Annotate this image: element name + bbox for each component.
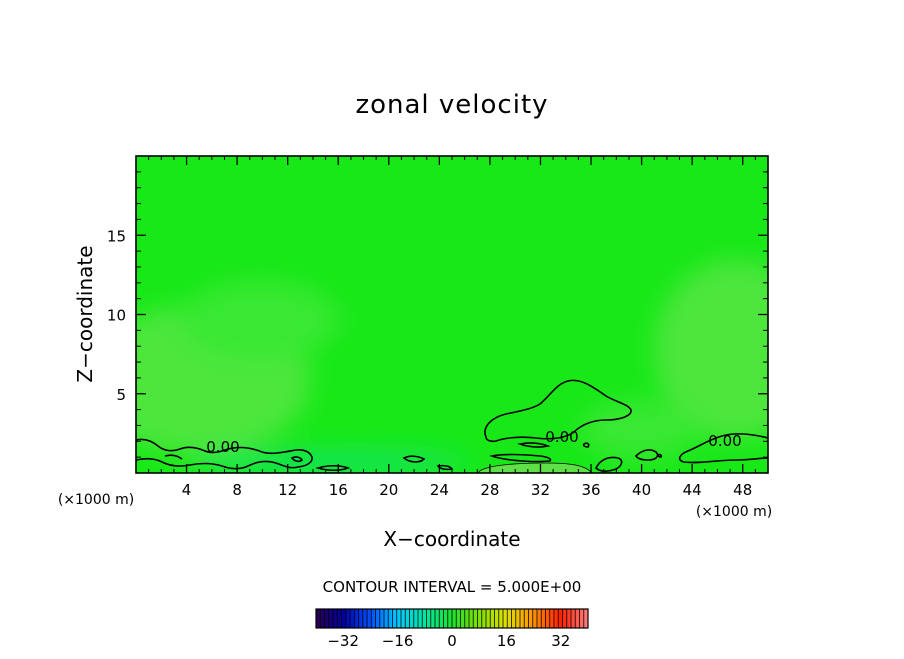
chart-title: zonal velocity xyxy=(355,90,548,120)
x-axis-unit-right: (×1000 m) xyxy=(696,504,772,520)
contour-line-right-a xyxy=(595,456,623,472)
colorbar-tick-label: 0 xyxy=(447,632,457,650)
contour-line-left xyxy=(136,438,313,470)
colorbar: −32 −16 0 16 32 xyxy=(315,608,589,650)
colorbar-tick-label: 32 xyxy=(551,632,570,650)
contour-label: 0.00 xyxy=(206,438,239,456)
contour-line-center-2 xyxy=(489,453,552,463)
contour-line-center-4 xyxy=(582,442,590,448)
x-tick-label: 32 xyxy=(531,481,550,499)
contour-line-right xyxy=(678,433,768,464)
field-shading xyxy=(136,260,768,473)
field-patch-right xyxy=(655,260,768,440)
x-tick-label: 8 xyxy=(232,481,242,499)
contour-line-right-c xyxy=(657,453,663,458)
x-tick-label: 16 xyxy=(329,481,348,499)
contour-labels: 0.00 0.00 0.00 xyxy=(206,428,741,456)
colorbar-tick-label: −16 xyxy=(382,632,414,650)
y-tick-label: 5 xyxy=(116,386,126,404)
y-tick-label: 10 xyxy=(107,307,126,325)
x-tick-label: 28 xyxy=(480,481,499,499)
field-patch-left-upper xyxy=(180,280,340,360)
colorbar-ticks: −32 −16 0 16 32 xyxy=(327,632,570,650)
x-axis-unit-left: (×1000 m) xyxy=(58,492,134,508)
contour-line-left-4 xyxy=(315,464,351,472)
x-tick-label: 40 xyxy=(632,481,651,499)
y-tick-label: 15 xyxy=(107,227,126,245)
field-patch-middle-right xyxy=(580,400,700,460)
zero-contours xyxy=(136,379,768,472)
field-patch-bottom xyxy=(190,450,470,473)
colorbar-frame xyxy=(315,608,589,629)
contour-line-left-3 xyxy=(290,456,304,463)
colorbar-tick-label: 16 xyxy=(497,632,516,650)
x-axis-label: X−coordinate xyxy=(383,527,520,551)
x-tick-label: 36 xyxy=(581,481,600,499)
x-axis-ticks: 4 8 12 16 20 24 28 32 36 40 44 48 xyxy=(148,156,756,499)
x-tick-label: 20 xyxy=(379,481,398,499)
contour-line-center xyxy=(484,379,632,443)
x-tick-label: 48 xyxy=(733,481,752,499)
contour-line-mid-1 xyxy=(402,455,426,463)
x-tick-label: 12 xyxy=(278,481,297,499)
x-tick-label: 24 xyxy=(430,481,449,499)
y-axis-ticks: 5 10 15 xyxy=(107,171,768,458)
colorbar-stripes xyxy=(319,609,585,628)
y-axis-label: Z−coordinate xyxy=(73,245,97,382)
colorbar-tick-label: −32 xyxy=(327,632,359,650)
contour-line-right-b xyxy=(634,449,659,461)
x-tick-label: 44 xyxy=(683,481,702,499)
field-patch-positive xyxy=(477,462,593,473)
contour-label: 0.00 xyxy=(545,428,578,446)
contour-line-center-3 xyxy=(517,442,551,448)
contour-label: 0.00 xyxy=(708,432,741,450)
contour-line-left-2 xyxy=(164,454,183,460)
x-tick-label: 4 xyxy=(182,481,192,499)
contour-interval-text: CONTOUR INTERVAL = 5.000E+00 xyxy=(323,578,582,596)
plot-area: 0.00 0.00 0.00 4 8 12 16 20 24 28 32 36 40 44 48 51… xyxy=(107,155,769,499)
